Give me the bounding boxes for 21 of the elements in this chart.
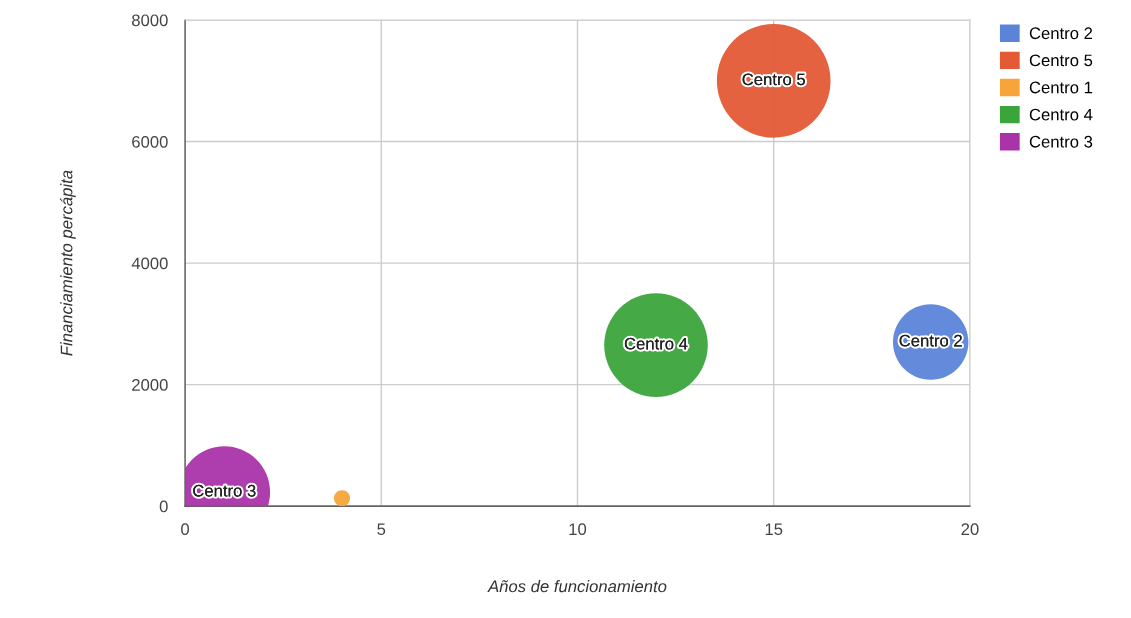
legend-label: Centro 2 bbox=[1029, 27, 1093, 40]
annotation: Centro 4 bbox=[624, 337, 688, 350]
legend-label: Centro 5 bbox=[1029, 54, 1093, 67]
annotation: Centro 5 bbox=[742, 73, 805, 86]
x-tick-label: 5 bbox=[377, 523, 386, 536]
x-tick-label: 20 bbox=[961, 523, 979, 536]
y-tick-label: 4000 bbox=[131, 257, 168, 270]
y-tick-label: 6000 bbox=[132, 135, 168, 148]
x-axis-title: Años de funcionamiento bbox=[487, 580, 667, 593]
x-tick-label: 0 bbox=[181, 523, 190, 536]
y-tick-label: 0 bbox=[159, 500, 168, 513]
y-axis-title: Financiamiento percápita bbox=[60, 170, 76, 356]
annotation: Centro 2 bbox=[899, 334, 962, 347]
legend-label: Centro 3 bbox=[1029, 135, 1093, 148]
y-tick-label: 8000 bbox=[132, 14, 168, 27]
annotation: Centro 3 bbox=[193, 484, 256, 497]
legend-label: Centro 4 bbox=[1029, 108, 1093, 121]
x-tick-label: 10 bbox=[569, 523, 587, 536]
y-tick-label: 2000 bbox=[132, 379, 168, 391]
x-tick-label: 15 bbox=[765, 523, 783, 536]
legend-label: Centro 1 bbox=[1029, 81, 1093, 94]
